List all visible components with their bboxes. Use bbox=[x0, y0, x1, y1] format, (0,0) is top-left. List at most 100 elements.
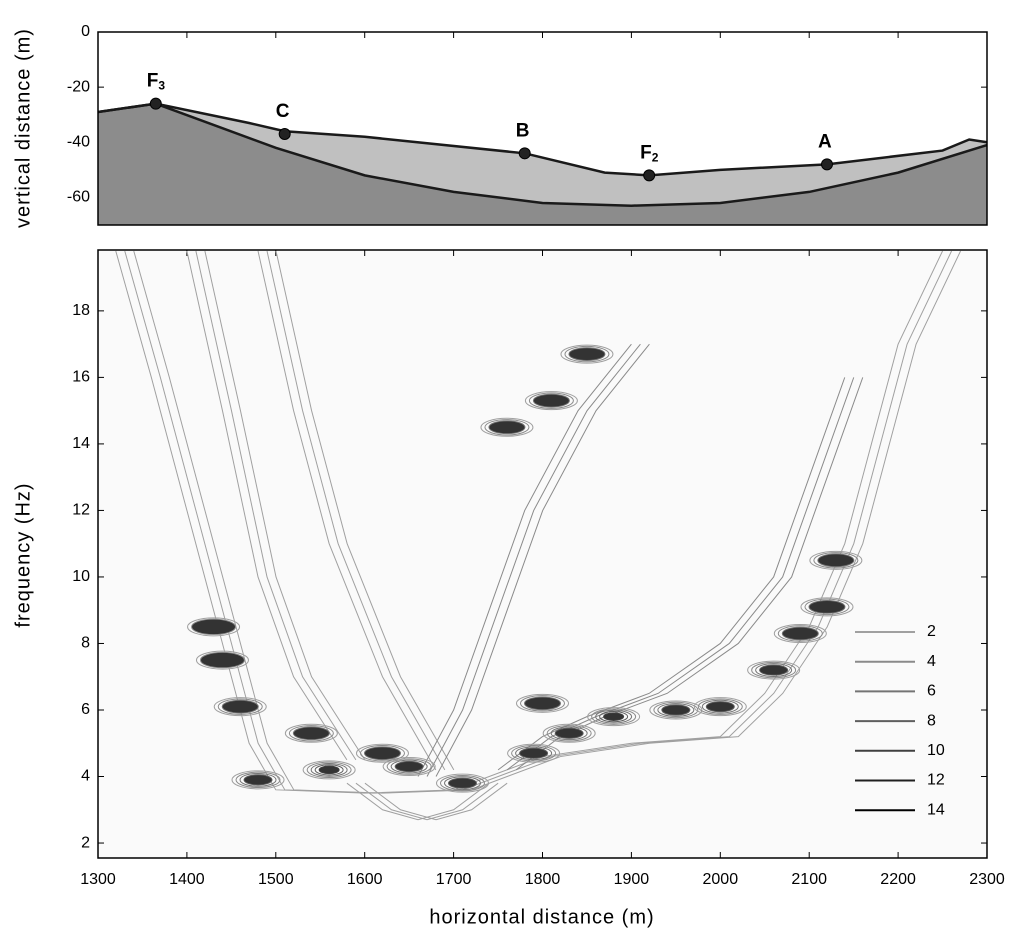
site-label-sub: 2 bbox=[652, 151, 659, 165]
x-tick-label: 1800 bbox=[525, 871, 561, 888]
boundary-line bbox=[97, 102, 988, 207]
site-point bbox=[149, 97, 162, 110]
site-point bbox=[518, 147, 531, 160]
contour-ring bbox=[519, 747, 549, 759]
site-point bbox=[643, 169, 656, 182]
contour-ring bbox=[217, 698, 263, 715]
y-tick-label: 4 bbox=[81, 768, 90, 785]
contour-ring bbox=[701, 699, 739, 714]
y-tick-label: 12 bbox=[72, 502, 90, 519]
contour-ring bbox=[808, 599, 846, 614]
contour-ring bbox=[520, 695, 565, 712]
contour-ring bbox=[546, 725, 592, 742]
contour-ring bbox=[587, 707, 641, 727]
site-label-sub: 3 bbox=[158, 79, 165, 93]
contour-ring bbox=[568, 347, 606, 362]
contour-ring bbox=[653, 701, 699, 719]
contour-ring bbox=[747, 660, 801, 680]
contour-ring bbox=[390, 759, 428, 774]
x-tick-label: 1500 bbox=[258, 871, 294, 888]
y-tick-label: 0 bbox=[81, 23, 90, 40]
contour-ring bbox=[235, 771, 281, 789]
contour-ring bbox=[195, 650, 249, 670]
contour-ring bbox=[804, 598, 850, 616]
legend-label: 4 bbox=[927, 653, 936, 670]
contour-ring bbox=[221, 699, 259, 714]
contour-ring bbox=[595, 709, 633, 724]
contour-line bbox=[435, 343, 650, 777]
contour-line bbox=[266, 250, 446, 771]
x-axis-label: horizontal distance (m) bbox=[429, 906, 654, 928]
y-axis-label: vertical distance (m) bbox=[12, 28, 34, 228]
y-tick-label: 18 bbox=[72, 302, 90, 319]
contour-line bbox=[195, 250, 357, 761]
contour-ring bbox=[488, 420, 526, 435]
contour-ring bbox=[800, 597, 854, 617]
y-tick-label: 14 bbox=[72, 435, 90, 452]
y-tick-label: 8 bbox=[81, 635, 90, 652]
contour-ring bbox=[187, 617, 241, 637]
contour-ring bbox=[239, 772, 277, 787]
contour-line bbox=[204, 250, 366, 761]
contour-ring bbox=[231, 770, 285, 790]
site-label: A bbox=[818, 131, 832, 152]
contour-line bbox=[426, 343, 641, 777]
y-tick-label: 10 bbox=[72, 568, 90, 585]
contour-ring bbox=[288, 725, 334, 742]
y-tick-label: 6 bbox=[81, 701, 90, 718]
boundary-line bbox=[97, 102, 988, 177]
contour-line bbox=[133, 250, 962, 794]
contour-ring bbox=[759, 664, 789, 676]
contour-ring bbox=[524, 391, 578, 411]
contour-line bbox=[417, 343, 632, 777]
site-label-text: F bbox=[147, 71, 159, 92]
contour-line bbox=[257, 250, 437, 771]
legend-label: 12 bbox=[927, 772, 945, 789]
contour-ring bbox=[809, 550, 863, 570]
contour-ring bbox=[439, 774, 485, 792]
contour-ring bbox=[447, 777, 477, 789]
contour-ring bbox=[550, 726, 588, 741]
contour-ring bbox=[355, 743, 409, 763]
x-tick-label: 1700 bbox=[436, 871, 472, 888]
y-tick-label: -40 bbox=[67, 134, 90, 151]
legend-label: 10 bbox=[927, 742, 945, 759]
contour-ring bbox=[755, 663, 793, 677]
y-tick-label: -60 bbox=[67, 189, 90, 206]
x-tick-label: 1300 bbox=[80, 871, 116, 888]
contour-ring bbox=[524, 696, 561, 711]
site-label: F3 bbox=[147, 71, 166, 93]
contour-line bbox=[275, 250, 455, 771]
plot-frame bbox=[97, 31, 988, 226]
contour-ring bbox=[443, 776, 481, 791]
contour-ring bbox=[603, 712, 625, 721]
contour-ring bbox=[507, 743, 561, 763]
contour-ring bbox=[284, 723, 338, 743]
site-label-text: B bbox=[516, 120, 530, 141]
contour-ring bbox=[516, 693, 569, 713]
contour-ring bbox=[591, 708, 637, 725]
plot-frame bbox=[97, 249, 988, 859]
contour-ring bbox=[817, 553, 855, 568]
contour-ring bbox=[697, 698, 743, 715]
layer-fill bbox=[98, 103, 987, 225]
contour-ring bbox=[292, 726, 330, 741]
y-axis-label: frequency (Hz) bbox=[12, 482, 34, 627]
site-point bbox=[278, 128, 291, 141]
contour-ring bbox=[243, 774, 273, 786]
contour-ring bbox=[306, 761, 352, 779]
contour-ring bbox=[363, 746, 401, 761]
contour-ring bbox=[515, 746, 553, 761]
x-tick-label: 1900 bbox=[614, 871, 650, 888]
x-tick-label: 1600 bbox=[347, 871, 383, 888]
contour-ring bbox=[213, 697, 267, 717]
x-tick-label: 2000 bbox=[703, 871, 739, 888]
contour-ring bbox=[314, 764, 344, 776]
contour-line bbox=[186, 250, 348, 761]
contour-ring bbox=[560, 344, 614, 364]
site-label: F2 bbox=[640, 142, 659, 164]
contour-ring bbox=[542, 723, 596, 743]
contour-ring bbox=[394, 760, 424, 773]
site-label-text: C bbox=[276, 101, 290, 122]
contour-ring bbox=[564, 345, 610, 363]
